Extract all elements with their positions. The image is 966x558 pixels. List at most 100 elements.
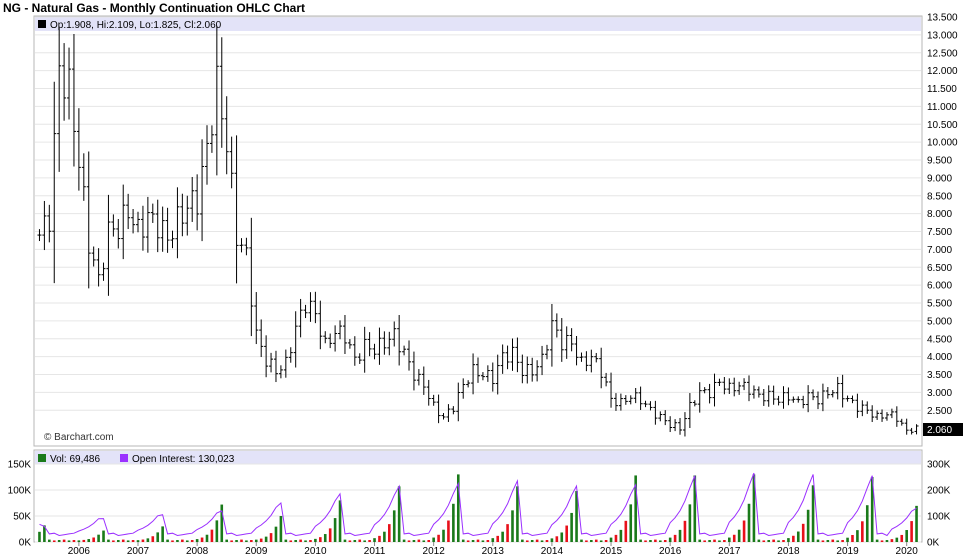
- volume-bar: [629, 504, 633, 542]
- volume-bar: [525, 540, 529, 542]
- ohlc-bar: [643, 400, 648, 408]
- volume-bar: [358, 539, 362, 542]
- volume-bar: [92, 537, 95, 542]
- volume-bar: [422, 540, 426, 542]
- ohlc-bar: [397, 315, 402, 366]
- ohlc-bar: [722, 377, 727, 395]
- volume-bar: [442, 529, 445, 542]
- volume-bar: [220, 504, 224, 542]
- ohlc-bar: [806, 385, 811, 413]
- volume-bar: [732, 534, 736, 542]
- ohlc-bar: [214, 25, 219, 176]
- open-interest-y-tick-label: 0K: [927, 538, 940, 549]
- volume-bar: [107, 539, 110, 542]
- volume-bar: [338, 500, 342, 542]
- volume-bar: [654, 539, 657, 542]
- ohlc-bar: [786, 387, 791, 406]
- volume-bar: [230, 540, 233, 542]
- volume-bar: [895, 537, 899, 542]
- volume-bar: [501, 531, 504, 542]
- volume-y-tick-label: 50K: [13, 512, 31, 523]
- open-interest-y-axis: 300K 200K 100K 0K: [927, 460, 951, 549]
- volume-bar: [516, 486, 519, 542]
- volume-bar: [560, 532, 564, 542]
- ohlc-bar: [411, 351, 416, 391]
- volume-bar: [146, 538, 150, 542]
- ohlc-bar: [387, 331, 392, 356]
- ohlc-bar: [613, 393, 618, 411]
- volume-bar: [235, 540, 238, 542]
- ohlc-bar: [811, 389, 816, 401]
- ohlc-bar: [42, 200, 47, 251]
- ohlc-bar: [870, 405, 875, 423]
- price-y-tick-label: 10.000: [927, 138, 958, 149]
- volume-bar: [476, 539, 480, 542]
- ohlc-bar: [402, 345, 407, 356]
- ohlc-bar: [81, 153, 86, 201]
- volume-bar: [215, 520, 219, 542]
- ohlc-bar: [333, 325, 338, 352]
- volume-bar: [530, 540, 534, 542]
- ohlc-bar: [855, 393, 860, 418]
- x-tick-label: 2011: [364, 546, 386, 557]
- ohlc-bar: [756, 386, 761, 398]
- volume-bar: [269, 533, 273, 542]
- volume-bar: [254, 539, 258, 542]
- ohlc-bar: [456, 382, 461, 422]
- volume-bar: [703, 540, 706, 542]
- ohlc-bar: [195, 174, 200, 231]
- ohlc-bar: [145, 196, 150, 253]
- volume-bar: [614, 534, 618, 542]
- chart-title: NG - Natural Gas - Monthly Continuation …: [3, 1, 305, 15]
- ohlc-bar: [269, 352, 274, 373]
- price-y-tick-label: 11.000: [927, 102, 957, 113]
- volume-legend-band: [35, 451, 921, 464]
- volume-bar: [437, 534, 440, 542]
- volume-bar: [195, 539, 199, 542]
- ohlc-bar: [549, 303, 554, 367]
- volume-bar: [688, 504, 692, 542]
- volume-bar: [117, 540, 120, 542]
- volume-bar: [407, 540, 411, 542]
- ohlc-bar: [446, 404, 451, 422]
- volume-bar: [880, 540, 884, 542]
- ohlc-bar: [293, 311, 298, 368]
- volume-bar: [663, 540, 667, 542]
- ohlc-bar: [67, 47, 72, 120]
- ohlc-bar: [160, 206, 165, 252]
- volume-bar: [496, 535, 500, 542]
- volume-bar: [806, 509, 810, 542]
- ohlc-bar: [244, 237, 249, 256]
- ohlc-bar: [101, 262, 106, 281]
- ohlc-bar: [190, 176, 195, 222]
- volume-bar: [284, 539, 288, 542]
- price-y-tick-label: 13.500: [927, 13, 958, 24]
- volume-bar: [427, 540, 431, 542]
- volume-bar: [368, 540, 371, 542]
- ohlc-bar: [633, 387, 638, 404]
- ohlc-bar: [165, 207, 170, 253]
- ohlc-bar: [91, 246, 96, 267]
- ohlc-bar: [840, 374, 845, 408]
- volume-bar: [856, 530, 859, 542]
- volume-bar: [185, 540, 189, 542]
- x-tick-label: 2010: [304, 546, 327, 557]
- volume-bar: [378, 535, 381, 542]
- ohlc-bar: [520, 354, 525, 384]
- ohlc-bar: [727, 378, 732, 395]
- volume-bar: [38, 531, 41, 542]
- ohlc-bar: [392, 321, 397, 347]
- volume-bar: [723, 540, 726, 542]
- ohlc-bar: [372, 343, 377, 360]
- price-legend: Op:1.908, Hi:2.109, Lo:1.825, Cl:2.060: [50, 20, 222, 31]
- ohlc-bar: [771, 385, 776, 405]
- ohlc-bar: [673, 419, 678, 432]
- volume-bar: [87, 539, 91, 542]
- price-y-tick-label: 4.000: [927, 352, 952, 363]
- ohlc-bar: [845, 395, 850, 402]
- ohlc-bar: [530, 357, 535, 382]
- volume-bar: [555, 536, 559, 542]
- ohlc-bar: [712, 373, 717, 407]
- ohlc-bar: [259, 319, 264, 358]
- volume-bar: [580, 539, 583, 542]
